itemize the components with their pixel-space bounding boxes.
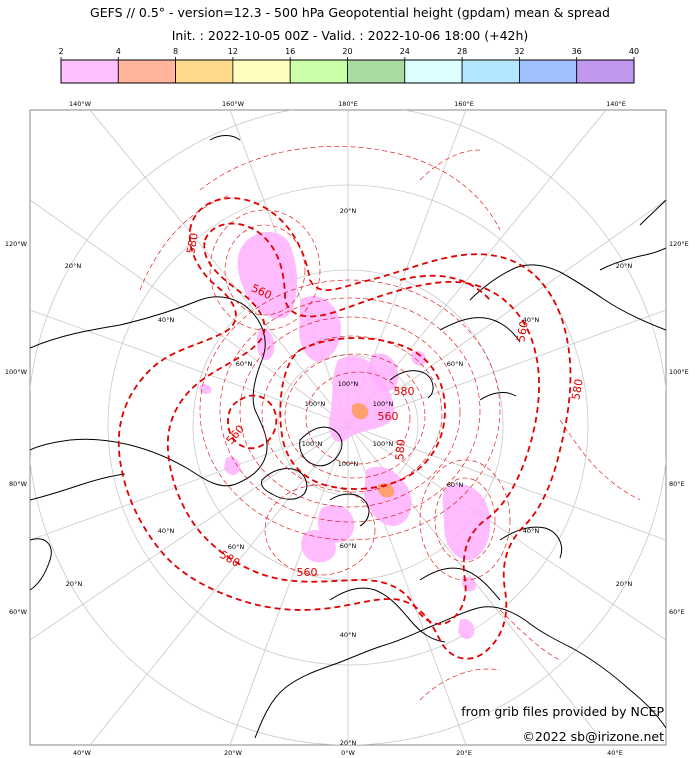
longitude-label: 120°W bbox=[5, 240, 28, 248]
longitude-label: 100°W bbox=[5, 368, 28, 376]
contour-label: 560 bbox=[297, 566, 318, 579]
colorbar-tick-label: 20 bbox=[342, 47, 352, 56]
colorbar-tick-label: 16 bbox=[285, 47, 295, 56]
latitude-label: 20°N bbox=[66, 580, 83, 588]
colorbar-tick-label: 12 bbox=[228, 47, 238, 56]
latitude-label: 100°N bbox=[338, 460, 359, 468]
contour-label: 580 bbox=[184, 232, 200, 255]
colorbar: 2 4 8 12 16 20 24 28 32 36 40 bbox=[58, 47, 639, 84]
colorbar-tick-label: 40 bbox=[629, 47, 639, 56]
latitude-label: 40°N bbox=[523, 316, 540, 324]
latitude-label: 40°N bbox=[523, 527, 540, 535]
latitude-label: 100°N bbox=[373, 400, 394, 408]
longitude-label: 160°E bbox=[454, 100, 474, 108]
longitude-label: 160°W bbox=[222, 100, 245, 108]
latitude-label: 40°N bbox=[158, 316, 175, 324]
latitude-label: 20°N bbox=[616, 580, 633, 588]
latitude-label: 100°N bbox=[373, 440, 394, 448]
longitude-label: 120°E bbox=[669, 240, 689, 248]
longitude-label: 80°W bbox=[9, 480, 28, 488]
copyright: ©2022 sb@irizone.net bbox=[522, 729, 664, 744]
longitude-label: 40°W bbox=[73, 749, 92, 757]
latitude-label: 40°N bbox=[158, 527, 175, 535]
latitude-label: 40°N bbox=[340, 631, 357, 639]
longitude-label: 0°W bbox=[341, 749, 355, 757]
latitude-label: 20°N bbox=[340, 739, 357, 747]
colorbar-tick-label: 4 bbox=[116, 47, 121, 56]
colorbar-tick-label: 2 bbox=[58, 47, 63, 56]
colorbar-tick-label: 8 bbox=[173, 47, 178, 56]
longitude-label: 140°W bbox=[69, 100, 92, 108]
longitude-label: 20°W bbox=[224, 749, 243, 757]
colorbar-tick-label: 36 bbox=[572, 47, 582, 56]
longitude-label: 100°E bbox=[669, 368, 689, 376]
data-credit: from grib files provided by NCEP bbox=[461, 704, 664, 719]
spread-shading bbox=[199, 232, 491, 640]
latitude-label: 60°N bbox=[447, 360, 464, 368]
thin-contours bbox=[139, 146, 641, 701]
latitude-label: 20°N bbox=[340, 207, 357, 215]
colorbar-tick-label: 32 bbox=[514, 47, 524, 56]
longitude-label: 60°E bbox=[669, 608, 685, 616]
latitude-label: 60°N bbox=[340, 542, 357, 550]
graticule-labels: 140°W 160°W 180°E 160°E 140°E 40°W 20°W 0°W 20°E… bbox=[5, 100, 689, 757]
map-subtitle: Init. : 2022-10-05 00Z - Valid. : 2022-1… bbox=[171, 28, 529, 43]
contour-label: 580 bbox=[569, 378, 585, 401]
contour-label: 560 bbox=[378, 410, 399, 423]
colorbar-tick-label: 24 bbox=[400, 47, 410, 56]
latitude-label: 60°N bbox=[228, 543, 245, 551]
contour-label: 560 bbox=[514, 320, 530, 343]
main-contours bbox=[117, 197, 572, 660]
longitude-label: 80°E bbox=[669, 480, 685, 488]
latitude-label: 100°N bbox=[338, 380, 359, 388]
contour-label: 580 bbox=[393, 439, 408, 461]
latitude-label: 100°N bbox=[302, 440, 323, 448]
coastlines bbox=[30, 135, 666, 739]
latitude-label: 20°N bbox=[65, 262, 82, 270]
longitude-label: 180°E bbox=[338, 100, 358, 108]
longitude-label: 40°E bbox=[607, 749, 623, 757]
latitude-label: 60°N bbox=[447, 481, 464, 489]
longitude-label: 140°E bbox=[606, 100, 626, 108]
latitude-label: 20°N bbox=[616, 262, 633, 270]
longitude-label: 60°W bbox=[9, 608, 28, 616]
latitude-label: 60°N bbox=[236, 360, 253, 368]
map-title: GEFS // 0.5° - version=12.3 - 500 hPa Ge… bbox=[90, 5, 610, 20]
longitude-label: 20°E bbox=[456, 749, 472, 757]
latitude-label: 100°N bbox=[305, 400, 326, 408]
colorbar-tick-label: 28 bbox=[457, 47, 467, 56]
contour-label: 580 bbox=[394, 385, 415, 398]
